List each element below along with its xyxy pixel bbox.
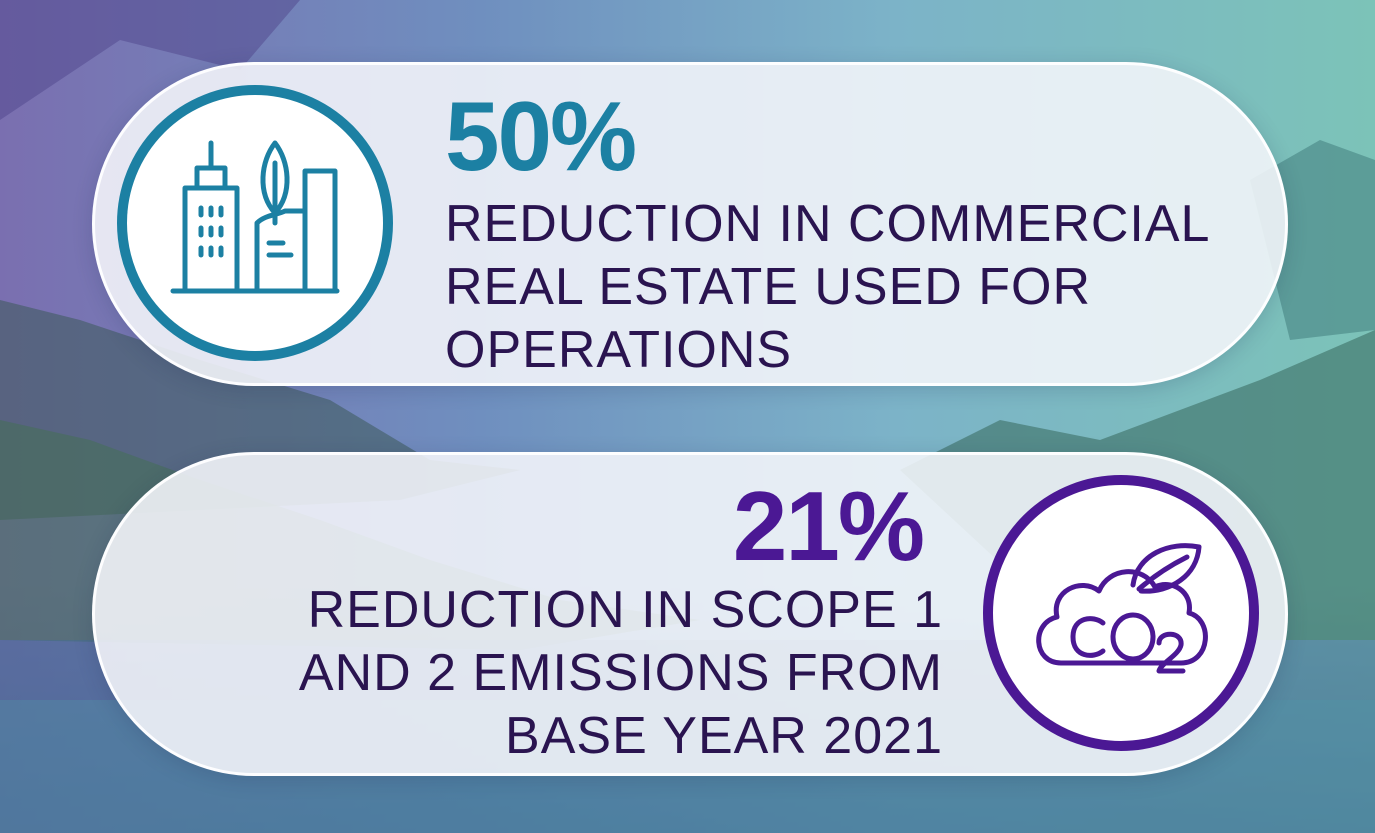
stat-card-emissions: 21% REDUCTION IN SCOPE 1 AND 2 EMISSIONS… — [92, 452, 1288, 776]
co2-cloud-leaf-icon — [1036, 543, 1208, 674]
stat-value: 50% — [445, 81, 637, 191]
description-line: REDUCTION IN COMMERCIAL — [445, 195, 1211, 253]
stat-description: REDUCTION IN COMMERCIAL REAL ESTATE USED… — [445, 193, 1210, 382]
description-line: AND 2 EMISSIONS FROM — [298, 644, 943, 702]
buildings-leaf-icon — [170, 140, 340, 294]
stat-description: REDUCTION IN SCOPE 1 AND 2 EMISSIONS FRO… — [299, 579, 943, 768]
description-line: REAL ESTATE USED FOR — [445, 258, 1092, 316]
stat-value: 21% — [732, 471, 925, 581]
description-line: BASE YEAR 2021 — [505, 707, 943, 765]
description-line: OPERATIONS — [445, 321, 793, 379]
icon-circle-buildings — [117, 85, 393, 361]
description-line: REDUCTION IN SCOPE 1 — [307, 581, 943, 639]
icon-circle-co2 — [983, 475, 1259, 751]
stat-card-real-estate: 50% REDUCTION IN COMMERCIAL REAL ESTATE … — [92, 62, 1288, 386]
